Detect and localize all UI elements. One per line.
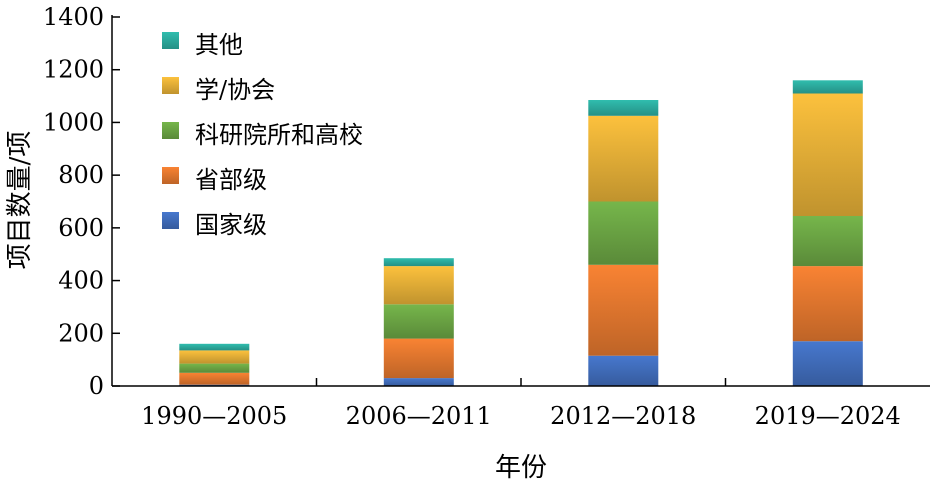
bar-segment (383, 338, 454, 379)
axes-group: 0 200 400 600 800 1000 1200 1400 1990—2005 2006—2… (43, 3, 930, 430)
legend-label: 其他 (195, 31, 243, 59)
y-tick-label: 1400 (43, 3, 104, 31)
bar-segment (792, 341, 863, 386)
y-tick-label: 800 (58, 161, 104, 189)
bar-segment (383, 378, 454, 386)
bar-segment (588, 355, 659, 386)
legend-swatch (162, 167, 179, 184)
bar-segment (383, 258, 454, 267)
legend-swatch (162, 122, 179, 139)
x-tick-label: 2006—2011 (346, 402, 492, 430)
legend-label: 学/协会 (195, 76, 275, 104)
x-axis-title: 年份 (495, 453, 547, 483)
bar-segment (179, 363, 250, 373)
bar-segment (588, 100, 659, 116)
legend-label: 科研院所和高校 (195, 121, 363, 149)
bar-segment (179, 372, 250, 385)
y-axis-title: 项目数量/项 (5, 131, 35, 270)
bar-segment (588, 264, 659, 356)
legend-label: 省部级 (195, 166, 267, 194)
bar-segment (179, 343, 250, 351)
bar-segment (588, 201, 659, 265)
y-tick-label: 0 (89, 372, 104, 400)
y-tick-label: 1000 (43, 108, 104, 136)
bar-segment (588, 115, 659, 202)
bar-segment (792, 216, 863, 267)
bar-segment (792, 93, 863, 216)
legend-swatch (162, 32, 179, 49)
y-tick-label: 200 (58, 319, 104, 347)
bar-segment (792, 266, 863, 342)
bar-segment (179, 350, 250, 364)
bar-segment (383, 304, 454, 339)
y-tick-label: 1200 (43, 56, 104, 84)
legend-label: 国家级 (195, 211, 267, 239)
legend-swatch (162, 77, 179, 94)
bar-segment (383, 266, 454, 305)
legend-swatch (162, 212, 179, 229)
bar-segment (792, 80, 863, 94)
y-tick-label: 600 (58, 214, 104, 242)
x-tick-label: 2019—2024 (755, 402, 901, 430)
y-tick-label: 400 (58, 267, 104, 295)
x-tick-label: 1990—2005 (141, 402, 287, 430)
x-tick-label: 2012—2018 (550, 402, 696, 430)
bars-group (179, 80, 863, 386)
